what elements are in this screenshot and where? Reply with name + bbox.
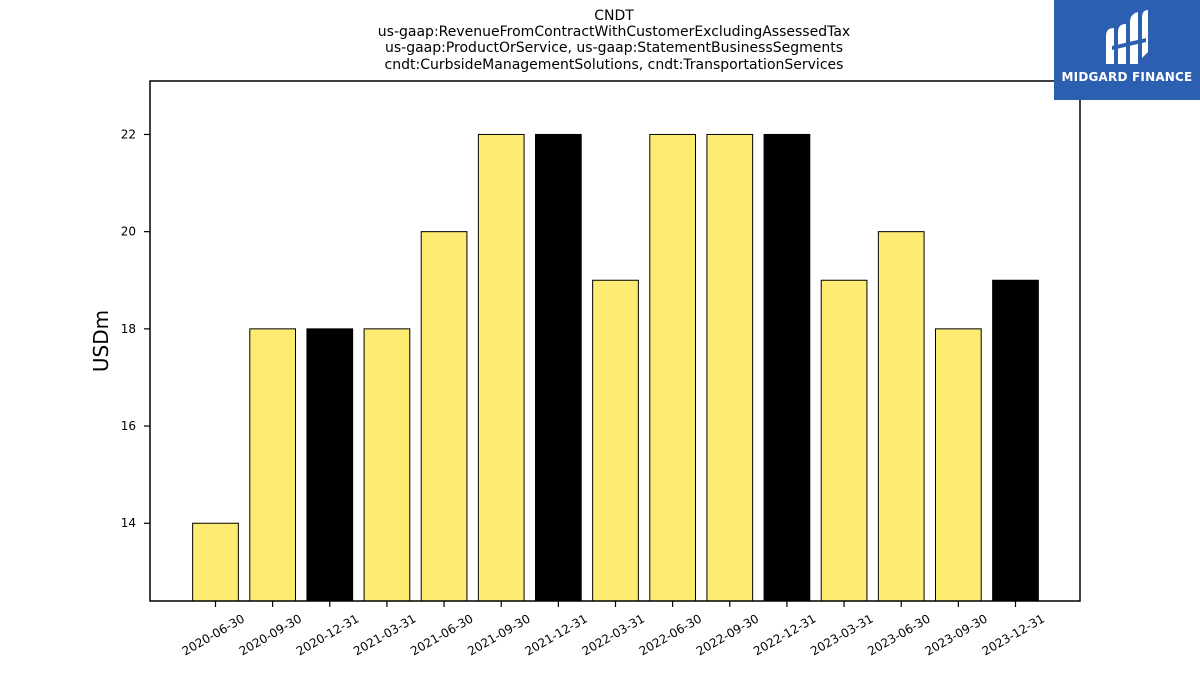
y-tick-label: 14 bbox=[121, 516, 136, 530]
chart-title-line-4: cndt:CurbsideManagementSolutions, cndt:T… bbox=[385, 57, 844, 73]
x-tick-label: 2020-09-30 bbox=[237, 611, 304, 658]
y-axis-label: USDm bbox=[89, 310, 113, 372]
bar-2023-06-30 bbox=[877, 231, 925, 602]
bar-2020-06-30 bbox=[192, 522, 239, 602]
bar-2022-12-31 bbox=[763, 133, 811, 602]
y-tick-label: 16 bbox=[121, 419, 136, 433]
chart-title: CNDT us-gaap:RevenueFromContractWithCust… bbox=[378, 8, 850, 73]
x-tick-label: 2021-06-30 bbox=[408, 611, 475, 658]
bar-2023-03-31 bbox=[820, 279, 868, 602]
bar-2023-12-31 bbox=[992, 279, 1039, 602]
x-tick-label: 2020-06-30 bbox=[180, 611, 247, 658]
x-tick-label: 2020-12-31 bbox=[294, 611, 361, 658]
x-tick-label: 2022-09-30 bbox=[694, 611, 761, 658]
x-tick-label: 2023-12-31 bbox=[980, 611, 1047, 658]
x-tick-label: 2021-03-31 bbox=[351, 611, 418, 658]
bar-2021-06-30 bbox=[420, 231, 468, 602]
chart-title-line-1: CNDT bbox=[594, 8, 634, 24]
bar-2022-06-30 bbox=[649, 133, 696, 602]
bar-2021-12-31 bbox=[535, 133, 582, 602]
bar-2022-03-31 bbox=[592, 279, 639, 602]
bar-series bbox=[192, 133, 1039, 602]
y-axis: 14 16 18 20 22 bbox=[121, 127, 150, 530]
chart-title-line-3: us-gaap:ProductOrService, us-gaap:Statem… bbox=[385, 40, 843, 56]
bar-2021-03-31 bbox=[363, 328, 411, 602]
bar-2022-09-30 bbox=[706, 133, 754, 602]
chart-title-line-2: us-gaap:RevenueFromContractWithCustomerE… bbox=[378, 24, 850, 40]
x-tick-label: 2021-09-30 bbox=[465, 611, 532, 658]
midgard-logo-icon bbox=[1106, 10, 1148, 64]
x-tick-label: 2023-03-31 bbox=[808, 611, 875, 658]
x-tick-label: 2022-03-31 bbox=[580, 611, 647, 658]
x-tick-label: 2022-06-30 bbox=[637, 611, 704, 658]
x-tick-label: 2021-12-31 bbox=[522, 611, 589, 658]
x-tick-label: 2023-09-30 bbox=[922, 611, 989, 658]
bar-2021-09-30 bbox=[477, 133, 525, 602]
y-tick-label: 22 bbox=[121, 127, 136, 141]
plot-area-frame bbox=[149, 80, 1081, 602]
bar-2020-12-31 bbox=[306, 328, 354, 602]
x-axis: 2020-06-302020-09-302020-12-312021-03-31… bbox=[180, 601, 1047, 658]
y-tick-label: 20 bbox=[121, 225, 136, 239]
bar-2020-09-30 bbox=[249, 328, 297, 602]
brand-logo: MIDGARD FINANCE bbox=[1054, 0, 1200, 100]
x-tick-label: 2023-06-30 bbox=[865, 611, 932, 658]
bar-2023-09-30 bbox=[935, 328, 982, 602]
x-tick-label: 2022-12-31 bbox=[751, 611, 818, 658]
brand-name: MIDGARD FINANCE bbox=[1061, 70, 1193, 84]
y-tick-label: 18 bbox=[121, 322, 136, 336]
